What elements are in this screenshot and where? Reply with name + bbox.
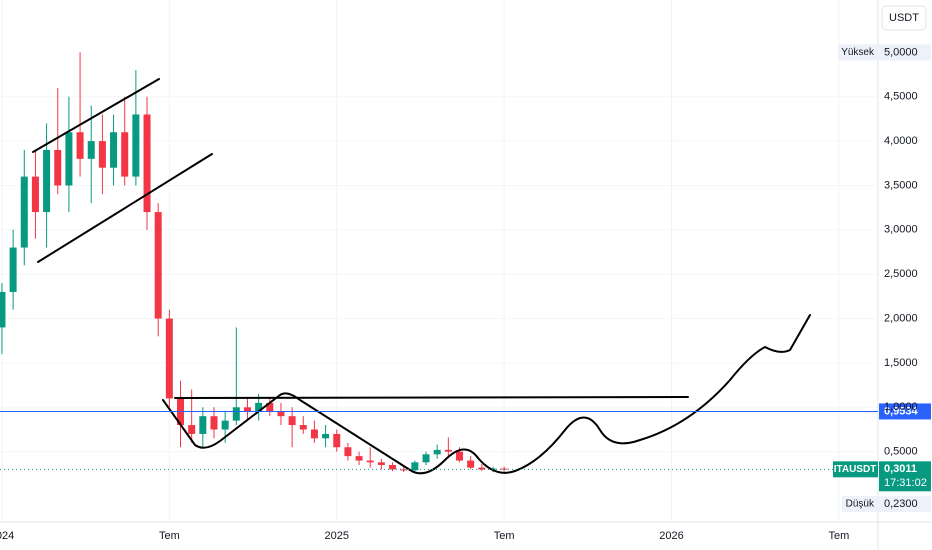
candle-body [210,416,218,430]
candle-body [299,425,307,430]
candle-body [188,425,196,434]
countdown-label: 17:31:02 [884,477,927,489]
symbol-label-box [833,461,878,478]
x-tick-label: 2024 [0,530,14,542]
y-tick-label: 3,0000 [884,224,918,236]
candle-body [43,149,51,213]
channel-top [32,78,160,153]
low-value: 0,2300 [884,498,918,510]
y-tick-label: 1,0000 [884,401,918,413]
x-tick-label: 2025 [325,530,349,542]
x-tick-label: Tem [829,530,850,542]
candle-body [76,132,84,159]
candle-body [65,132,73,186]
candle-body [20,176,28,248]
candle-body [221,420,229,430]
candle-body [165,318,173,399]
candle-body [9,247,17,292]
candle-body [433,449,441,455]
grid [1,0,840,520]
resistance-line [174,396,689,399]
candle-body [344,447,352,457]
low-tag: Düşük [846,499,875,510]
candle-body [444,449,452,452]
currency-button[interactable] [881,5,927,31]
candle-body [355,456,363,461]
candle-body [277,411,285,417]
currency-label[interactable]: USDT [889,12,919,24]
candle-body [456,451,464,461]
candle-body [333,433,341,448]
x-tick-label: 2026 [659,530,683,542]
candle-body [87,141,95,159]
high-tag-box [838,44,878,61]
y-tick-label: 2,5000 [884,268,918,280]
alert-label-box [879,403,931,420]
y-tick-label: 0,5000 [884,446,918,458]
symbol-label: ITAUSDT [834,464,877,475]
y-tick-label: 2,0000 [884,312,918,324]
candle-body [154,212,162,319]
candle-body [31,176,39,213]
high-value: 5,0000 [884,46,918,58]
candle-body [288,416,296,426]
candle-body [411,462,419,471]
candle-body [110,132,118,168]
candle-body [243,407,251,412]
y-tick-label: 1,5000 [884,357,918,369]
projection-curve [162,314,811,475]
candle-body [54,149,62,186]
candle-body [98,141,106,168]
high-tag: Yüksek [841,47,875,58]
candle-body [121,132,129,177]
candle-body [422,454,430,463]
last-price-box [879,461,931,492]
y-tick-label: 4,5000 [884,91,918,103]
candle-body [0,291,6,328]
candle-body [322,433,330,439]
x-tick-label: Tem [494,530,515,542]
candle-body [467,460,475,468]
high-value-box [879,44,931,61]
candle-body [366,460,374,463]
candle-body [266,402,274,412]
candle-body [132,114,140,177]
candle-body [377,462,385,465]
candle-body [389,464,397,470]
candle-body [255,402,263,412]
alert-label: 0,9534 [884,405,919,417]
low-value-box [879,496,931,512]
candles [0,52,508,473]
overlay: 0,9534 ITAUSDT 0,3011 17:31:02 Yüksek 5,0000 D… [0,44,931,512]
low-tag-box [842,496,878,512]
candle-body [199,416,207,434]
y-tick-label: 4,0000 [884,135,918,147]
x-tick-label: Tem [159,530,180,542]
y-tick-label: 3,5000 [884,179,918,191]
drawings [32,78,811,475]
candle-body [478,467,486,470]
channel-bottom [37,153,213,263]
candle-body [143,114,151,213]
candle-body [232,407,240,421]
last-price-label: 0,3011 [884,463,917,475]
candle-body [310,429,318,439]
candle-body [400,469,408,471]
